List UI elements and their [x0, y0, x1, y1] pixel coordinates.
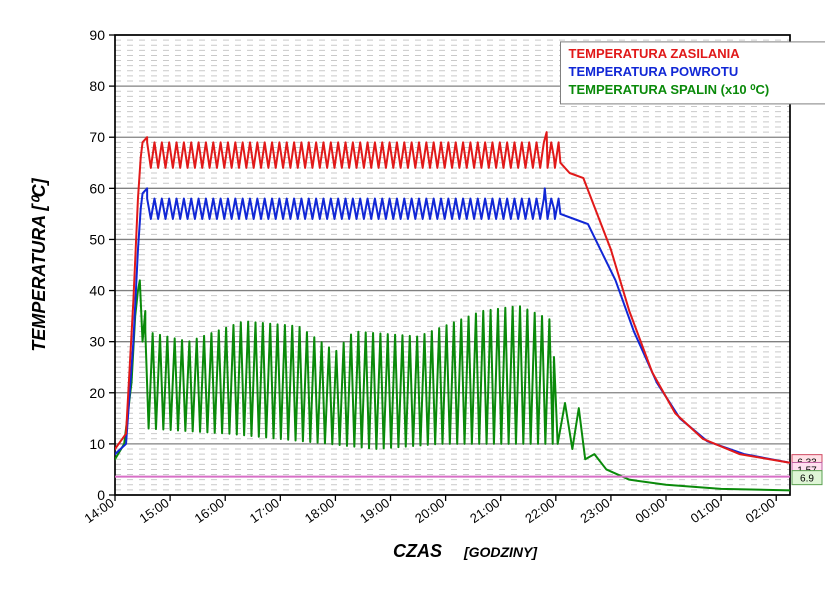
y-tick-label: 10	[89, 436, 105, 452]
x-tick-label: 01:00	[688, 495, 723, 526]
y-tick-label: 30	[89, 334, 105, 350]
y-tick-label: 70	[89, 129, 105, 145]
legend-item: TEMPERATURA POWROTU	[569, 64, 739, 79]
y-tick-label: 80	[89, 78, 105, 94]
x-tick-label: 19:00	[357, 495, 392, 526]
x-axis-label-sub: [GODZINY]	[463, 544, 538, 560]
temperature-chart: 010203040506070809014:0015:0016:0017:001…	[0, 0, 825, 600]
x-tick-label: 02:00	[743, 495, 778, 526]
y-tick-label: 20	[89, 385, 105, 401]
y-tick-label: 40	[89, 283, 105, 299]
x-tick-label: 22:00	[522, 495, 557, 526]
x-tick-label: 21:00	[467, 495, 502, 526]
x-tick-label: 18:00	[302, 495, 337, 526]
x-tick-label: 23:00	[577, 495, 612, 526]
y-tick-label: 50	[89, 231, 105, 247]
x-tick-label: 15:00	[137, 495, 172, 526]
x-tick-label: 17:00	[247, 495, 282, 526]
legend-item: TEMPERATURA SPALIN (x10 ⁰C)	[569, 82, 770, 97]
legend-item: TEMPERATURA ZASILANIA	[569, 46, 741, 61]
x-tick-label: 20:00	[412, 495, 447, 526]
x-axis-label: CZAS	[393, 541, 442, 561]
y-axis-label: TEMPERATURA [⁰C]	[29, 177, 49, 351]
value-badge-text: 6.9	[800, 474, 814, 485]
y-tick-label: 60	[89, 180, 105, 196]
y-tick-label: 90	[89, 27, 105, 43]
x-tick-label: 16:00	[192, 495, 227, 526]
x-tick-label: 00:00	[632, 495, 667, 526]
